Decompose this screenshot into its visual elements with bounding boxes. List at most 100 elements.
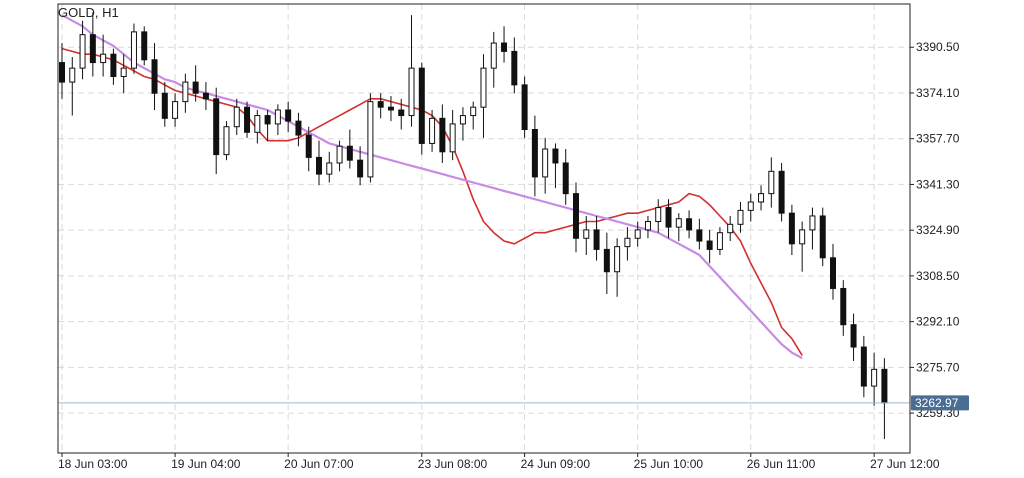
y-tick-label: 3324.90 bbox=[916, 223, 960, 237]
candle bbox=[100, 34, 107, 77]
candle bbox=[819, 207, 826, 267]
candle-body bbox=[521, 84, 528, 130]
candle-body bbox=[79, 34, 86, 69]
candle bbox=[634, 221, 641, 247]
candle bbox=[418, 62, 425, 155]
candle-body bbox=[614, 246, 621, 273]
candle-body bbox=[830, 257, 836, 289]
candle-body bbox=[686, 218, 693, 231]
candle bbox=[665, 199, 672, 239]
candle-body bbox=[552, 148, 559, 164]
candle bbox=[459, 107, 466, 141]
candle bbox=[357, 146, 364, 186]
candle bbox=[501, 26, 508, 63]
candle bbox=[706, 229, 713, 264]
x-tick-label: 25 Jun 10:00 bbox=[634, 457, 704, 471]
candle-body bbox=[305, 134, 312, 158]
candle-body bbox=[562, 162, 569, 195]
fast-moving-average-line bbox=[61, 47, 803, 356]
candle-body bbox=[449, 123, 456, 153]
candle-body bbox=[470, 106, 477, 117]
candle bbox=[490, 31, 497, 88]
moving-averages bbox=[61, 14, 803, 360]
candle bbox=[264, 109, 271, 141]
candle-body bbox=[644, 221, 651, 231]
slow-moving-average-line bbox=[61, 14, 803, 360]
candle bbox=[830, 243, 836, 300]
y-tick-label: 3357.70 bbox=[916, 132, 960, 146]
candle-body bbox=[100, 53, 107, 64]
y-tick-label: 3374.10 bbox=[916, 86, 960, 100]
candle-body bbox=[819, 215, 826, 259]
candle-body bbox=[778, 170, 785, 214]
candle bbox=[850, 313, 857, 361]
x-tick-label: 18 Jun 03:00 bbox=[58, 457, 128, 471]
candle-body bbox=[768, 170, 775, 195]
candles bbox=[59, 12, 888, 440]
candle bbox=[326, 151, 333, 183]
candle-body bbox=[233, 106, 240, 128]
plot-frame bbox=[57, 3, 911, 454]
candle-body bbox=[624, 237, 631, 248]
candle-body bbox=[429, 117, 436, 144]
candle bbox=[686, 210, 693, 239]
candle bbox=[747, 193, 754, 222]
candle bbox=[192, 65, 199, 102]
y-tick-label: 3390.50 bbox=[916, 40, 960, 54]
x-axis: 18 Jun 03:00 19 Jun 04:00 20 Jun 07:00 23 J… bbox=[58, 453, 940, 471]
candle-body bbox=[655, 207, 662, 223]
candle bbox=[151, 43, 158, 110]
candle bbox=[285, 101, 292, 133]
candle bbox=[59, 43, 65, 99]
candle bbox=[768, 157, 775, 208]
candle-body bbox=[696, 229, 703, 242]
candle bbox=[305, 126, 312, 172]
candle-body bbox=[89, 34, 96, 64]
candle-body bbox=[706, 240, 713, 250]
candle bbox=[141, 26, 148, 66]
candle-body bbox=[213, 98, 220, 156]
candle-body bbox=[439, 117, 446, 153]
candle bbox=[593, 215, 600, 261]
candle bbox=[439, 104, 446, 163]
candle-body bbox=[130, 31, 137, 69]
x-tick-label: 27 Jun 12:00 bbox=[870, 457, 940, 471]
candle bbox=[860, 335, 867, 398]
y-tick-label: 3292.10 bbox=[916, 315, 960, 329]
candle bbox=[871, 352, 878, 406]
candle-body bbox=[665, 207, 672, 228]
candle bbox=[583, 215, 590, 255]
candle bbox=[79, 20, 86, 80]
candle bbox=[69, 56, 76, 116]
candle-body bbox=[151, 59, 158, 94]
candle bbox=[223, 121, 230, 161]
candle bbox=[233, 98, 240, 136]
candle bbox=[274, 104, 281, 136]
candle-body bbox=[511, 50, 518, 86]
candle bbox=[130, 23, 137, 74]
candle bbox=[387, 96, 394, 122]
candle-body bbox=[141, 31, 148, 61]
candle bbox=[480, 54, 487, 138]
candle-body bbox=[69, 67, 76, 83]
candle-body bbox=[285, 109, 292, 122]
candle bbox=[89, 12, 96, 77]
candle bbox=[758, 185, 765, 211]
candle bbox=[449, 109, 456, 161]
candle-body bbox=[367, 101, 374, 178]
candle-body bbox=[295, 120, 302, 136]
candle-body bbox=[716, 232, 723, 250]
candle-body bbox=[182, 81, 189, 103]
candle-body bbox=[727, 223, 734, 234]
candle-body bbox=[398, 109, 405, 117]
candle bbox=[408, 15, 415, 127]
candle-body bbox=[809, 215, 816, 231]
candle-body bbox=[326, 162, 333, 175]
candle bbox=[531, 115, 538, 197]
current-price-tag-bg bbox=[911, 395, 969, 411]
candle-body bbox=[346, 145, 353, 161]
candle-body bbox=[59, 62, 65, 83]
candle bbox=[542, 137, 549, 194]
